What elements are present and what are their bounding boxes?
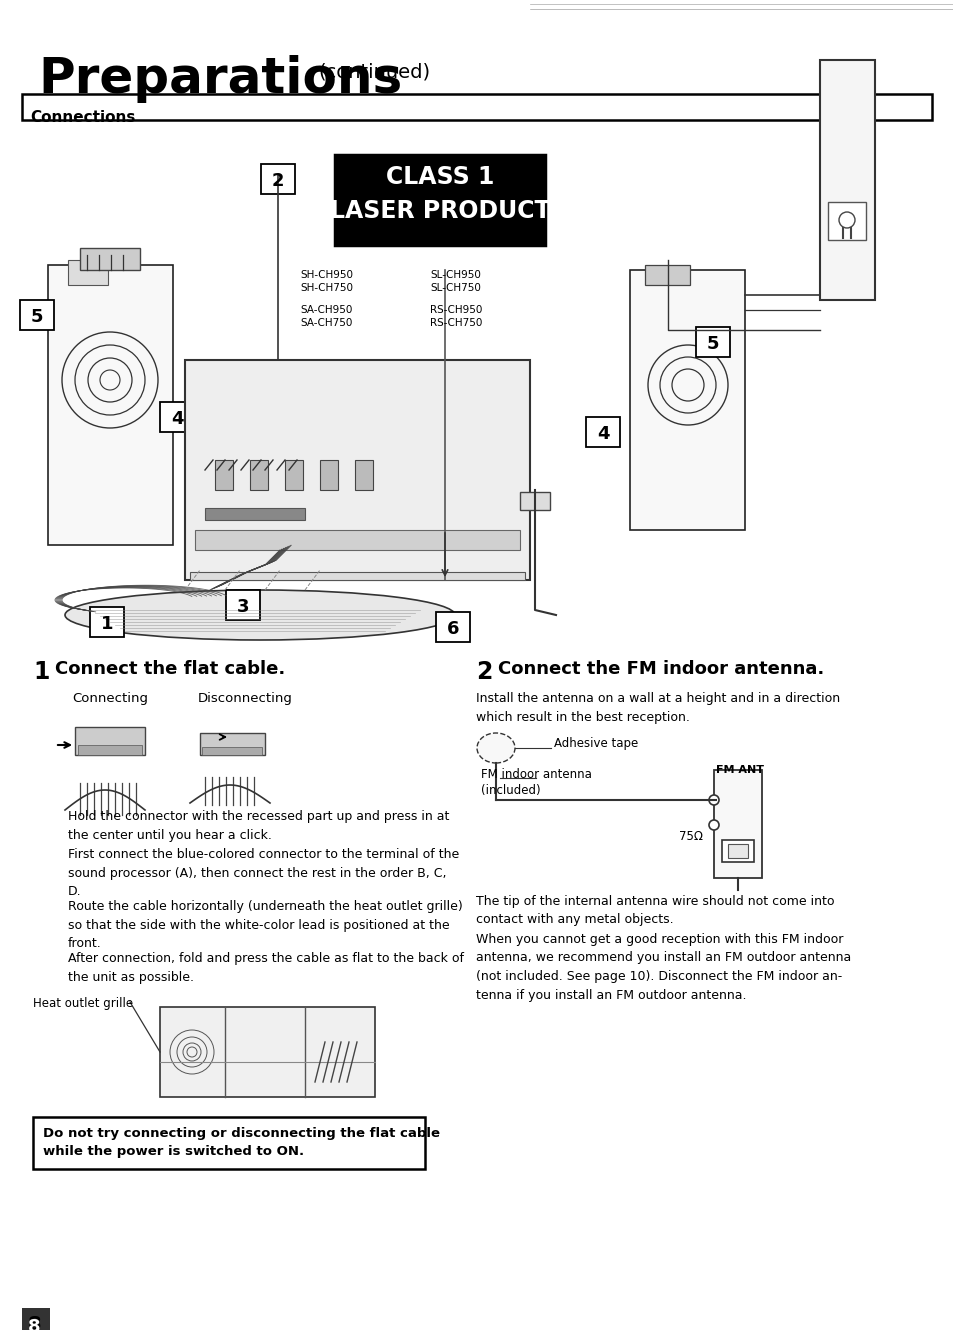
Text: Heat outlet grille: Heat outlet grille xyxy=(33,997,133,1010)
Text: Connecting: Connecting xyxy=(71,692,148,705)
Bar xyxy=(727,844,747,858)
Bar xyxy=(200,733,265,754)
Text: 5: 5 xyxy=(30,308,43,327)
Bar xyxy=(78,745,142,754)
Text: RS-CH950
RS-CH750: RS-CH950 RS-CH750 xyxy=(430,305,482,328)
Text: SA-CH950
SA-CH750: SA-CH950 SA-CH750 xyxy=(299,305,352,328)
Bar xyxy=(33,1117,424,1169)
Bar xyxy=(214,460,233,491)
Bar xyxy=(250,460,268,491)
Bar xyxy=(713,770,761,878)
Bar xyxy=(721,840,753,862)
Bar xyxy=(190,572,524,580)
Bar xyxy=(68,260,108,285)
FancyBboxPatch shape xyxy=(436,612,470,643)
Text: First connect the blue-colored connector to the terminal of the
sound processor : First connect the blue-colored connector… xyxy=(68,848,458,898)
Bar xyxy=(335,155,544,245)
Text: FM indoor antenna
(included): FM indoor antenna (included) xyxy=(480,768,591,797)
Bar xyxy=(820,60,874,300)
Text: SL-CH950
SL-CH750: SL-CH950 SL-CH750 xyxy=(430,271,480,293)
Text: FM ANT: FM ANT xyxy=(716,765,763,774)
Text: 1: 1 xyxy=(33,660,50,684)
FancyBboxPatch shape xyxy=(261,164,294,195)
FancyBboxPatch shape xyxy=(585,417,619,447)
Circle shape xyxy=(708,820,719,830)
Circle shape xyxy=(708,794,719,805)
Text: Connect the flat cable.: Connect the flat cable. xyxy=(55,660,285,678)
Bar xyxy=(80,248,140,271)
Bar xyxy=(185,360,530,580)
Bar xyxy=(827,203,865,240)
Bar xyxy=(22,95,931,120)
Text: 75Ω: 75Ω xyxy=(679,830,702,842)
Bar xyxy=(22,1308,50,1330)
Text: 2: 2 xyxy=(476,660,492,684)
Text: Connections: Connections xyxy=(30,111,135,125)
Bar xyxy=(48,265,172,545)
Bar xyxy=(160,1006,375,1097)
Ellipse shape xyxy=(476,733,515,762)
Text: SH-CH950
SH-CH750: SH-CH950 SH-CH750 xyxy=(299,271,353,293)
Text: Connect the FM indoor antenna.: Connect the FM indoor antenna. xyxy=(497,660,823,678)
Text: 3: 3 xyxy=(236,599,249,616)
FancyBboxPatch shape xyxy=(20,300,54,331)
Text: Route the cable horizontally (underneath the heat outlet grille)
so that the sid: Route the cable horizontally (underneath… xyxy=(68,900,462,950)
Text: Disconnecting: Disconnecting xyxy=(198,692,293,705)
Bar xyxy=(629,271,744,531)
Text: Install the antenna on a wall at a height and in a direction
which result in the: Install the antenna on a wall at a heigh… xyxy=(476,692,840,724)
Text: 4: 4 xyxy=(171,411,183,428)
Text: After connection, fold and press the cable as flat to the back of
the unit as po: After connection, fold and press the cab… xyxy=(68,952,463,984)
Text: Hold the connector with the recessed part up and press in at
the center until yo: Hold the connector with the recessed par… xyxy=(68,810,449,841)
FancyBboxPatch shape xyxy=(160,403,193,432)
Bar xyxy=(202,746,262,754)
Bar xyxy=(644,265,689,285)
Ellipse shape xyxy=(65,591,455,640)
Text: Do not try connecting or disconnecting the flat cable
while the power is switche: Do not try connecting or disconnecting t… xyxy=(43,1126,439,1158)
Bar xyxy=(319,460,337,491)
Bar xyxy=(75,726,145,754)
Bar xyxy=(519,492,550,511)
Text: 5: 5 xyxy=(706,335,719,353)
Text: 2: 2 xyxy=(272,172,284,191)
Text: Adhesive tape: Adhesive tape xyxy=(554,737,638,750)
Text: CLASS 1
LASER PRODUCT: CLASS 1 LASER PRODUCT xyxy=(330,165,550,223)
Text: The tip of the internal antenna wire should not come into
contact with any metal: The tip of the internal antenna wire sho… xyxy=(476,894,834,926)
Bar xyxy=(194,531,519,551)
Text: 4: 4 xyxy=(597,425,609,443)
Text: Preparations: Preparations xyxy=(38,55,402,103)
Text: 8: 8 xyxy=(28,1318,41,1333)
Bar xyxy=(355,460,373,491)
FancyBboxPatch shape xyxy=(90,607,124,637)
FancyBboxPatch shape xyxy=(696,327,729,357)
Text: 6: 6 xyxy=(446,620,458,639)
Text: When you cannot get a good reception with this FM indoor
antenna, we recommend y: When you cannot get a good reception wit… xyxy=(476,933,850,1001)
Text: 1: 1 xyxy=(101,615,113,633)
Bar xyxy=(205,508,305,520)
Bar xyxy=(285,460,303,491)
Text: (continued): (continued) xyxy=(317,63,430,81)
FancyBboxPatch shape xyxy=(226,591,260,620)
Text: 8: 8 xyxy=(28,1314,42,1333)
